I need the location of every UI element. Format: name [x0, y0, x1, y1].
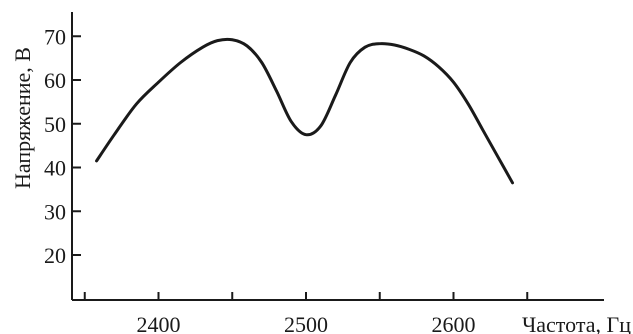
- y-axis-label: Напряжение, В: [10, 47, 35, 189]
- y-tick-label: 20: [44, 243, 66, 268]
- y-tick-label: 40: [44, 156, 66, 181]
- y-tick-label: 50: [44, 112, 66, 137]
- y-tick-label: 70: [44, 24, 66, 49]
- x-tick-label: 2400: [137, 312, 181, 334]
- y-tick-label: 30: [44, 199, 66, 224]
- x-tick-label: 2600: [432, 312, 476, 334]
- y-ticks: 20 30 40 50 60 70: [44, 24, 81, 268]
- x-axis-label: Частота, Гц: [522, 312, 631, 334]
- x-ticks: 2400 2500 2600: [83, 292, 529, 334]
- x-tick-label: 2500: [284, 312, 328, 334]
- series-line: [95, 37, 514, 185]
- y-tick-label: 60: [44, 68, 66, 93]
